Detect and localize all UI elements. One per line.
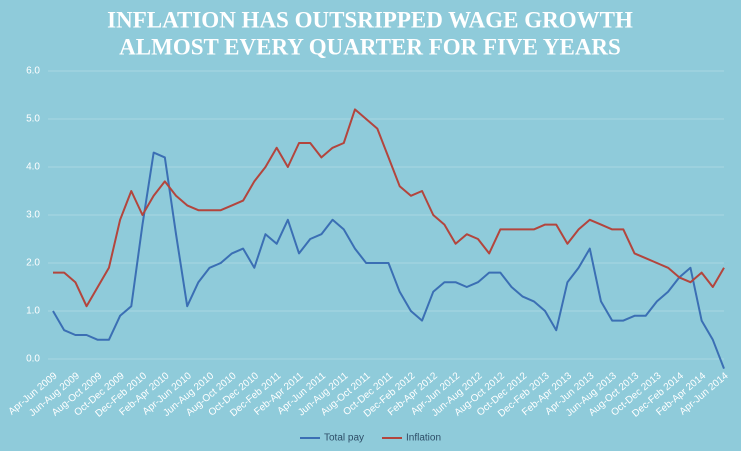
y-tick-label: 2.0 <box>26 258 40 269</box>
y-tick-label: 5.0 <box>26 114 40 125</box>
legend-label: Inflation <box>406 433 441 444</box>
y-tick-label: 6.0 <box>26 66 40 77</box>
legend: Total pay Inflation <box>300 433 441 444</box>
chart-title: INFLATION HAS OUTSRIPPED WAGE GROWTH <box>107 7 633 32</box>
y-tick-label: 1.0 <box>26 306 40 317</box>
series-line <box>52 151 725 369</box>
chart-title: ALMOST EVERY QUARTER FOR FIVE YEARS <box>119 34 621 59</box>
legend-label: Total pay <box>324 433 364 444</box>
series-line <box>53 108 725 308</box>
y-tick-label: 3.0 <box>26 210 40 221</box>
y-tick-label: 0.0 <box>26 354 40 365</box>
y-tick-label: 4.0 <box>26 162 40 173</box>
